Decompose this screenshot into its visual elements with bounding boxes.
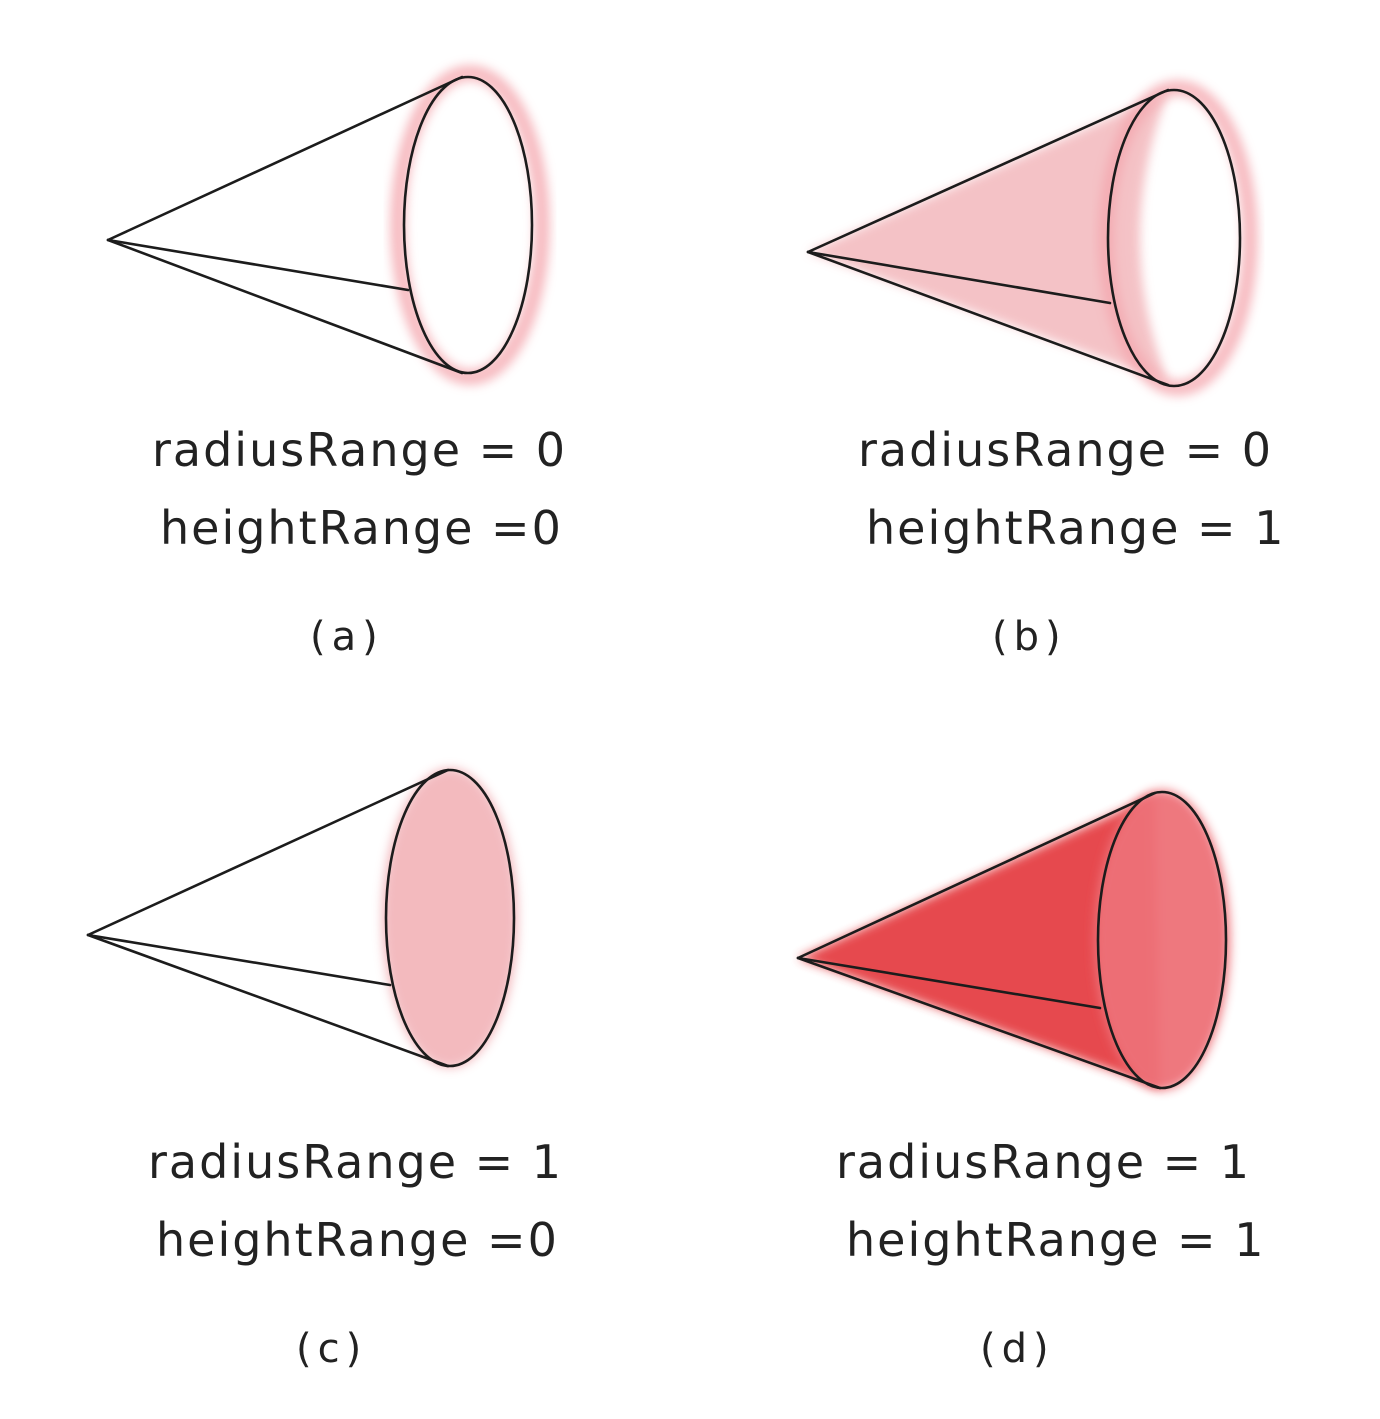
panel-a: radiusRange = 0 heightRange =0 (a)	[106, 65, 567, 660]
cone-top-edge-c	[86, 768, 450, 937]
cone-surface-fill-b	[808, 92, 1168, 382]
cone-bottom-edge-c	[86, 933, 450, 1068]
height-range-label-d: heightRange = 1	[846, 1213, 1265, 1267]
panel-caption-b: (b)	[992, 614, 1067, 660]
cone-bottom-edge-b	[806, 250, 1170, 387]
height-range-label-b: heightRange = 1	[866, 501, 1285, 555]
height-range-label-a: heightRange =0	[160, 501, 563, 555]
cone-top-edge-d	[796, 791, 1157, 960]
panel-caption-d: (d)	[980, 1326, 1055, 1372]
cone-solid-fill-d	[798, 795, 1160, 1088]
cone-top-edge-b	[806, 88, 1170, 254]
cone-base-ellipse-d	[1096, 790, 1228, 1090]
height-range-label-c: heightRange =0	[156, 1213, 559, 1267]
base-rim-shading-a	[390, 65, 550, 385]
cone-axis-line-c	[86, 933, 392, 987]
base-rim-shading-b	[1098, 80, 1258, 396]
base-disc-fill-d	[1094, 790, 1230, 1090]
panel-b: radiusRange = 0 heightRange = 1 (b)	[806, 80, 1285, 660]
radius-range-label-b: radiusRange = 0	[858, 423, 1273, 477]
cone-axis-line-b	[806, 250, 1112, 305]
panel-caption-a: (a)	[310, 614, 384, 660]
cone-bottom-edge-d	[796, 956, 1162, 1090]
panel-d: radiusRange = 1 heightRange = 1 (d)	[796, 790, 1265, 1372]
radius-range-label-d: radiusRange = 1	[836, 1135, 1251, 1189]
cone-axis-line-a	[106, 238, 410, 292]
cone-bottom-edge-a	[106, 238, 464, 375]
radius-range-label-a: radiusRange = 0	[152, 423, 567, 477]
radius-range-label-c: radiusRange = 1	[148, 1135, 563, 1189]
cone-top-edge-a	[106, 75, 464, 242]
panel-caption-c: (c)	[296, 1326, 367, 1372]
base-disc-fill-c	[382, 768, 518, 1068]
cone-base-ellipse-a	[402, 75, 534, 375]
panel-c: radiusRange = 1 heightRange =0 (c)	[86, 768, 563, 1372]
cone-base-ellipse-c	[384, 768, 516, 1068]
cone-axis-line-d	[796, 956, 1102, 1010]
cone-base-ellipse-b	[1106, 88, 1242, 388]
